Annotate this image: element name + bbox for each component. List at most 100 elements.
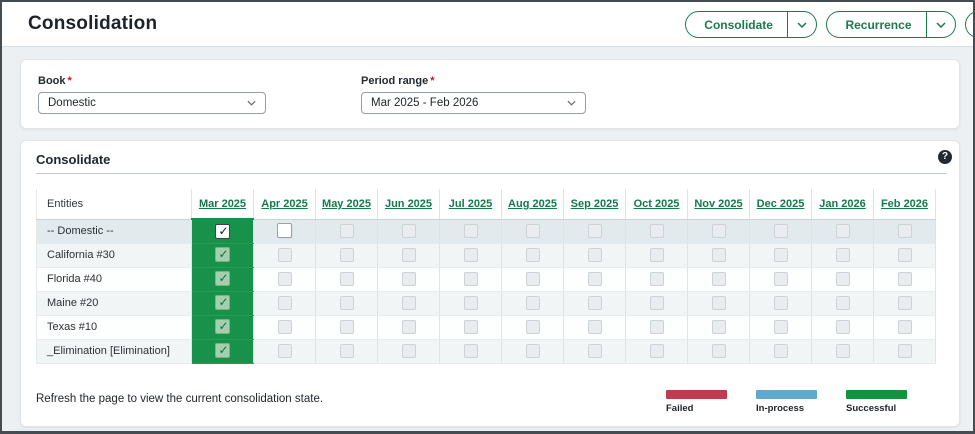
required-asterisk: * xyxy=(67,75,72,87)
checkbox-unchecked-disabled xyxy=(649,223,664,238)
period-cell xyxy=(377,267,440,292)
period-cell xyxy=(811,291,874,316)
month-link[interactable]: Oct 2025 xyxy=(633,197,680,210)
checkbox-unchecked-disabled xyxy=(401,271,416,286)
checkbox-unchecked-disabled xyxy=(773,247,788,262)
month-link[interactable]: Apr 2025 xyxy=(261,197,308,210)
period-cell xyxy=(811,267,874,292)
month-link[interactable]: Sep 2025 xyxy=(570,197,619,210)
month-link[interactable]: Jul 2025 xyxy=(448,197,493,210)
checkbox-unchecked-disabled xyxy=(649,319,664,334)
period-cell xyxy=(563,339,626,364)
checkbox-unchecked-disabled xyxy=(525,295,540,310)
checkbox-unchecked-disabled xyxy=(277,343,292,358)
checkbox-unchecked-disabled xyxy=(835,223,850,238)
period-cell xyxy=(501,315,564,340)
month-header: Dec 2025 xyxy=(749,189,812,220)
period-cell xyxy=(191,315,254,340)
month-header: Jan 2026 xyxy=(811,189,874,220)
checkbox-unchecked-disabled xyxy=(463,247,478,262)
chevron-down-icon[interactable] xyxy=(788,21,816,28)
month-link[interactable]: Jan 2026 xyxy=(819,197,866,210)
period-cell xyxy=(377,243,440,268)
period-cell xyxy=(749,339,812,364)
period-cell xyxy=(439,243,502,268)
checkbox-unchecked-disabled xyxy=(649,271,664,286)
checkbox-unchecked-disabled xyxy=(649,295,664,310)
month-link[interactable]: Dec 2025 xyxy=(756,197,805,210)
period-cell xyxy=(191,291,254,316)
period-cell xyxy=(253,315,316,340)
period-cell xyxy=(687,339,750,364)
checkbox-unchecked-disabled xyxy=(587,271,602,286)
legend-color-bar xyxy=(666,390,727,399)
period-cell xyxy=(501,267,564,292)
book-select-value: Domestic xyxy=(48,97,96,109)
checkbox-unchecked-disabled xyxy=(649,343,664,358)
legend-item: Failed xyxy=(666,390,727,414)
checkbox-unchecked-enabled[interactable] xyxy=(277,223,292,239)
top-bar: Consolidation Consolidate Recurrence M xyxy=(2,2,973,47)
checkbox-unchecked-disabled xyxy=(773,223,788,238)
entity-cell: Florida #40 xyxy=(36,267,192,292)
entities-header: Entities xyxy=(36,189,192,220)
month-header: Jul 2025 xyxy=(439,189,502,220)
period-cell xyxy=(315,243,378,268)
chevron-down-icon[interactable] xyxy=(927,21,955,28)
table-row: California #30 xyxy=(36,243,936,268)
checkbox-checked-enabled[interactable] xyxy=(215,223,231,239)
month-header: Oct 2025 xyxy=(625,189,688,220)
checkbox-unchecked-disabled xyxy=(897,295,912,310)
month-link[interactable]: Aug 2025 xyxy=(508,197,557,210)
month-link[interactable]: Nov 2025 xyxy=(694,197,743,210)
period-cell xyxy=(873,267,936,292)
period-cell xyxy=(315,315,378,340)
checkbox-unchecked-disabled xyxy=(587,343,602,358)
period-cell xyxy=(625,267,688,292)
checkbox-checked-disabled xyxy=(215,343,231,359)
more-button-partial[interactable]: M xyxy=(965,11,973,38)
checkbox-unchecked-disabled xyxy=(463,223,478,238)
checkbox-unchecked-disabled xyxy=(897,223,912,238)
help-icon[interactable]: ? xyxy=(938,150,952,164)
header-actions: Consolidate Recurrence M xyxy=(685,11,973,38)
period-cell xyxy=(873,339,936,364)
period-cell xyxy=(625,339,688,364)
checkbox-unchecked-disabled xyxy=(773,319,788,334)
recurrence-button[interactable]: Recurrence xyxy=(826,11,956,38)
month-header: May 2025 xyxy=(315,189,378,220)
month-link[interactable]: Jun 2025 xyxy=(384,197,433,210)
period-cell xyxy=(501,243,564,268)
month-link[interactable]: Mar 2025 xyxy=(198,197,247,210)
checkbox-unchecked-disabled xyxy=(525,271,540,286)
checkbox-unchecked-disabled xyxy=(463,343,478,358)
checkbox-checked-disabled xyxy=(215,271,231,287)
period-cell xyxy=(749,243,812,268)
consolidation-table-wrap: Entities Mar 2025 Apr 2025 May 2025 Jun 202… xyxy=(36,189,936,364)
checkbox-unchecked-disabled xyxy=(587,247,602,262)
period-range-field: Period range * Mar 2025 - Feb 2026 xyxy=(361,75,586,114)
checkbox-unchecked-disabled xyxy=(525,319,540,334)
period-cell xyxy=(625,219,688,244)
book-select[interactable]: Domestic xyxy=(38,92,266,114)
checkbox-unchecked-disabled xyxy=(339,295,354,310)
legend-color-bar xyxy=(756,390,817,399)
period-cell xyxy=(563,219,626,244)
consolidate-button[interactable]: Consolidate xyxy=(685,11,818,38)
checkbox-unchecked-disabled xyxy=(897,343,912,358)
month-link[interactable]: May 2025 xyxy=(322,197,371,210)
consolidation-table: Entities Mar 2025 Apr 2025 May 2025 Jun 202… xyxy=(36,189,936,364)
period-cell xyxy=(377,339,440,364)
section-title: Consolidate xyxy=(36,152,111,167)
period-range-select[interactable]: Mar 2025 - Feb 2026 xyxy=(361,92,586,114)
period-cell xyxy=(253,219,316,244)
period-cell xyxy=(315,219,378,244)
month-link[interactable]: Feb 2026 xyxy=(880,197,929,210)
period-cell xyxy=(563,291,626,316)
table-row: Florida #40 xyxy=(36,267,936,292)
entity-cell: California #30 xyxy=(36,243,192,268)
period-cell xyxy=(811,219,874,244)
checkbox-unchecked-disabled xyxy=(649,247,664,262)
checkbox-unchecked-disabled xyxy=(401,319,416,334)
